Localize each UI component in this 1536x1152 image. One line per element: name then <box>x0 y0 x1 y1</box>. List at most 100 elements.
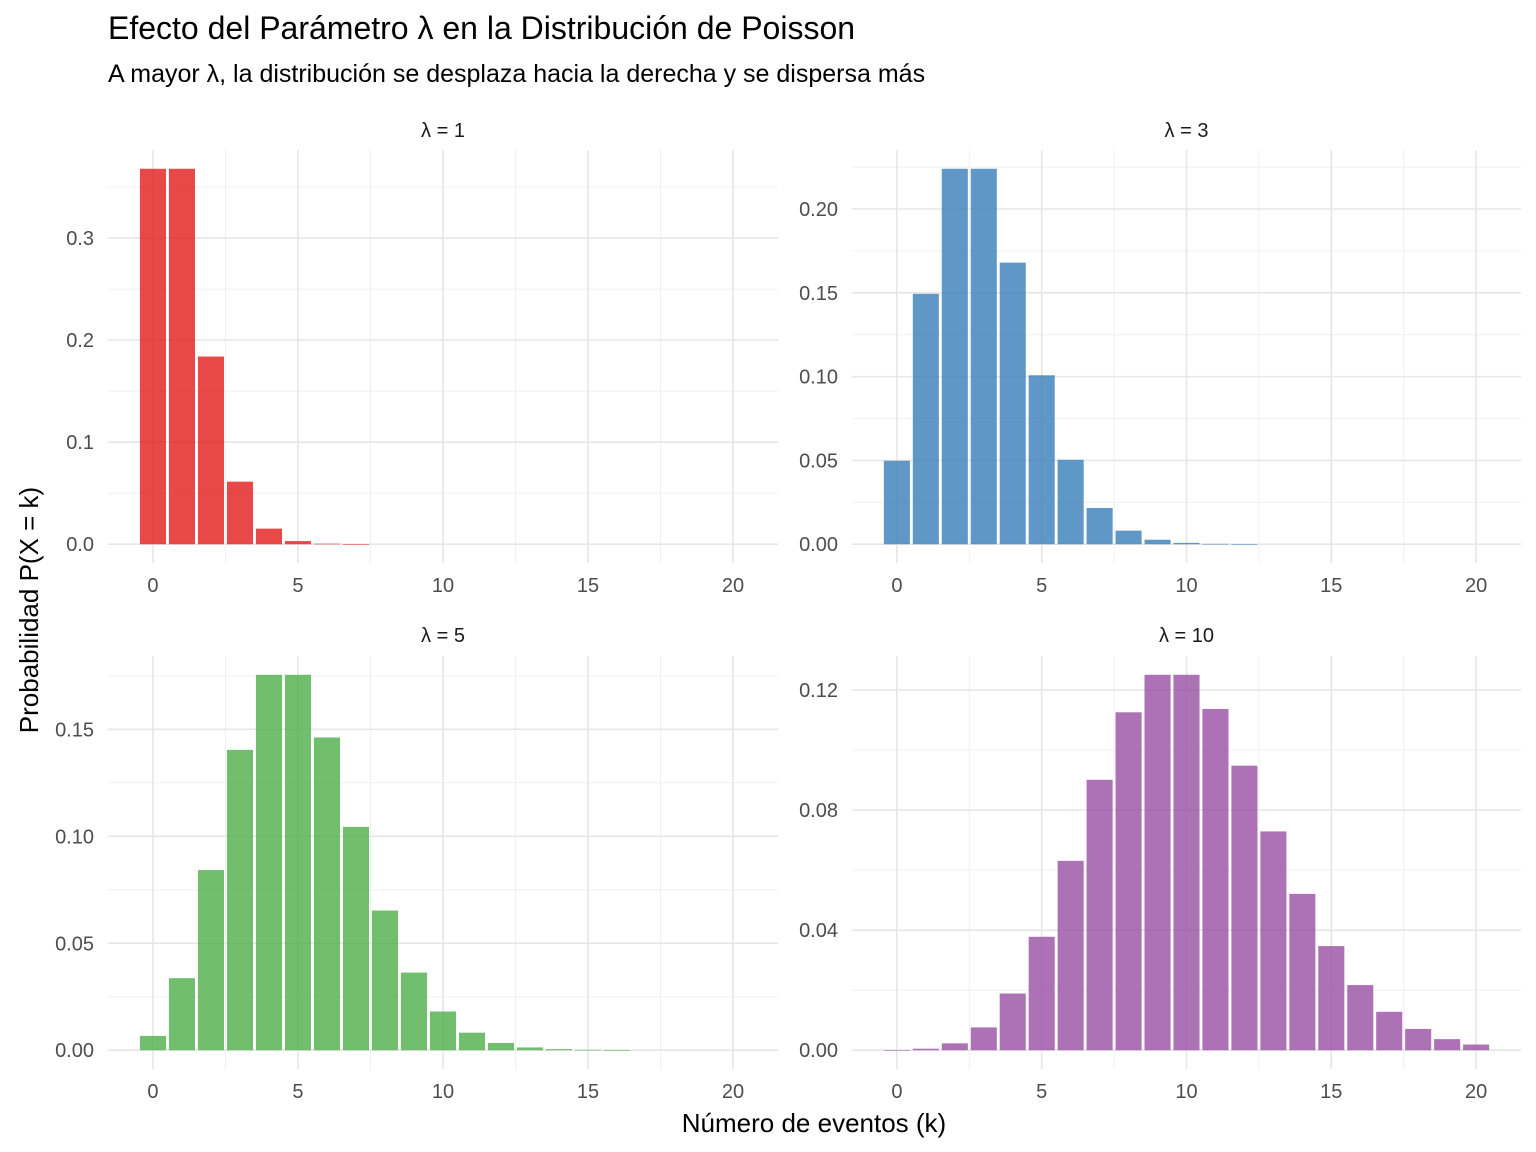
x-tick-label: 5 <box>292 1081 303 1103</box>
bar <box>429 1011 457 1051</box>
y-tick-label: 0.3 <box>66 228 94 250</box>
chart-title: Efecto del Parámetro λ en la Distribució… <box>108 10 856 46</box>
x-tick-label: 0 <box>147 1081 158 1103</box>
x-tick-label: 5 <box>1036 1081 1047 1103</box>
bar <box>1086 508 1113 545</box>
bar <box>458 1032 486 1051</box>
y-tick-label: 0.10 <box>799 367 838 389</box>
x-tick-label: 15 <box>1320 575 1342 597</box>
panel-3: λ = 5 0.00 0.05 0.10 0.15 0 5 10 15 20 <box>55 625 778 1103</box>
bar <box>999 993 1026 1051</box>
x-tick-label: 5 <box>1036 575 1047 597</box>
bar <box>1028 375 1055 545</box>
x-tick-label: 10 <box>432 1081 454 1103</box>
bar <box>941 168 968 545</box>
bar <box>1347 985 1374 1051</box>
x-tick-label: 20 <box>722 1081 744 1103</box>
bar <box>1115 530 1142 545</box>
bar <box>139 1035 167 1051</box>
bar <box>139 168 167 545</box>
panel-strip-label: λ = 1 <box>421 120 465 142</box>
y-tick-label: 0.12 <box>799 680 838 702</box>
x-tick-label: 10 <box>432 575 454 597</box>
bar <box>371 910 399 1051</box>
x-axis-title: Número de eventos (k) <box>682 1108 946 1138</box>
y-tick-label: 0.05 <box>799 450 838 472</box>
panel-strip-label: λ = 3 <box>1165 120 1209 142</box>
panel-1: λ = 1 0.0 0.1 0.2 0.3 0 5 10 15 20 <box>66 120 778 597</box>
bar <box>912 293 939 545</box>
bar <box>1173 674 1200 1051</box>
x-tick-label: 15 <box>1320 1081 1342 1103</box>
x-tick-label: 10 <box>1175 1081 1197 1103</box>
bar <box>197 870 225 1051</box>
x-tick-label: 10 <box>1175 575 1197 597</box>
bar <box>313 543 341 545</box>
bar <box>1028 936 1055 1051</box>
x-tick-label: 15 <box>577 1081 599 1103</box>
bar <box>603 1050 631 1051</box>
bar <box>574 1049 602 1051</box>
panel-4: λ = 10 0.00 0.04 0.08 0.12 0 5 10 15 20 <box>799 625 1521 1103</box>
bar <box>1173 542 1200 545</box>
bar <box>941 1043 968 1051</box>
y-tick-label: 0.05 <box>55 933 94 955</box>
bar <box>883 1050 910 1051</box>
bar <box>1231 765 1258 1051</box>
bar <box>255 528 283 545</box>
bar <box>226 749 254 1051</box>
y-tick-label: 0.2 <box>66 330 94 352</box>
bar <box>970 168 997 545</box>
bar <box>487 1042 515 1051</box>
bar <box>1202 543 1229 545</box>
panel-2: λ = 3 0.00 0.05 0.10 0.15 0.20 0 5 10 15 20 <box>799 120 1521 597</box>
y-tick-label: 0.04 <box>799 920 838 942</box>
y-tick-label: 0.10 <box>55 826 94 848</box>
bar <box>912 1048 939 1051</box>
bar <box>1289 893 1316 1051</box>
bar <box>342 826 370 1051</box>
bar <box>1086 779 1113 1051</box>
y-tick-label: 0.08 <box>799 800 838 822</box>
bar <box>1202 708 1229 1051</box>
bar <box>226 481 254 545</box>
bar <box>255 674 283 1051</box>
y-tick-label: 0.0 <box>66 534 94 556</box>
x-tick-label: 0 <box>891 575 902 597</box>
bar <box>313 737 341 1051</box>
panel-strip-label: λ = 5 <box>421 625 465 647</box>
panel-strip-label: λ = 10 <box>1159 625 1214 647</box>
bar <box>284 674 312 1051</box>
y-tick-label: 0.15 <box>55 719 94 741</box>
bar <box>1376 1011 1403 1051</box>
bar <box>516 1047 544 1051</box>
bar <box>545 1049 573 1051</box>
y-axis-title: Probabilidad P(X = k) <box>14 487 44 733</box>
bar <box>1463 1044 1490 1051</box>
y-tick-label: 0.1 <box>66 432 94 454</box>
x-tick-label: 20 <box>1465 1081 1487 1103</box>
bar <box>1057 860 1084 1051</box>
bar <box>168 978 196 1051</box>
bar <box>1115 712 1142 1051</box>
bar <box>1405 1028 1432 1051</box>
x-tick-label: 20 <box>1465 575 1487 597</box>
bar <box>342 544 370 545</box>
bar <box>197 356 225 545</box>
bar <box>1434 1039 1461 1051</box>
y-tick-label: 0.15 <box>799 283 838 305</box>
x-tick-label: 5 <box>292 575 303 597</box>
bar <box>400 972 428 1051</box>
bar <box>168 168 196 545</box>
bar <box>1144 539 1171 545</box>
x-tick-label: 0 <box>147 575 158 597</box>
bar <box>284 541 312 545</box>
x-tick-label: 15 <box>577 575 599 597</box>
y-tick-label: 0.00 <box>55 1040 94 1062</box>
bar <box>883 460 910 545</box>
chart-subtitle: A mayor λ, la distribución se desplaza h… <box>108 60 926 88</box>
y-tick-label: 0.00 <box>799 534 838 556</box>
bar <box>999 262 1026 545</box>
bar <box>1318 946 1345 1051</box>
